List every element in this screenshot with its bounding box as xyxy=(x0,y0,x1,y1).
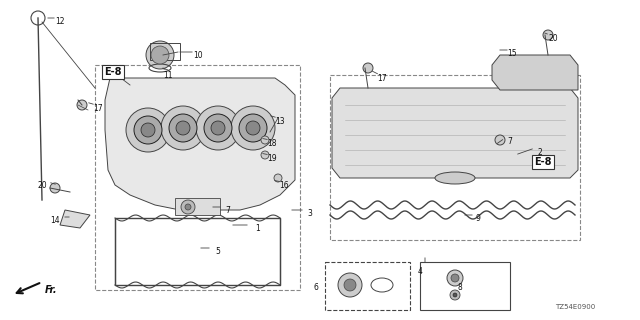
Circle shape xyxy=(338,273,362,297)
Circle shape xyxy=(146,41,174,69)
Circle shape xyxy=(274,174,282,182)
Polygon shape xyxy=(175,198,220,215)
Text: 7: 7 xyxy=(225,205,230,214)
Circle shape xyxy=(169,114,197,142)
Circle shape xyxy=(344,279,356,291)
Polygon shape xyxy=(492,55,578,90)
Text: 3: 3 xyxy=(308,209,312,218)
Text: 7: 7 xyxy=(508,137,513,146)
Circle shape xyxy=(261,136,269,144)
Circle shape xyxy=(185,204,191,210)
Circle shape xyxy=(181,200,195,214)
Text: 12: 12 xyxy=(55,17,65,26)
Text: 14: 14 xyxy=(50,215,60,225)
Circle shape xyxy=(495,135,505,145)
Circle shape xyxy=(453,293,457,297)
Circle shape xyxy=(141,123,155,137)
Circle shape xyxy=(134,116,162,144)
Polygon shape xyxy=(105,78,295,210)
Text: 20: 20 xyxy=(548,34,558,43)
Text: 8: 8 xyxy=(458,284,462,292)
Circle shape xyxy=(126,108,170,152)
Polygon shape xyxy=(60,210,90,228)
Circle shape xyxy=(261,151,269,159)
Ellipse shape xyxy=(435,172,475,184)
Circle shape xyxy=(176,121,190,135)
Text: 10: 10 xyxy=(193,51,203,60)
Circle shape xyxy=(231,106,275,150)
Text: TZ54E0900: TZ54E0900 xyxy=(555,304,595,310)
Text: 9: 9 xyxy=(476,213,481,222)
Circle shape xyxy=(450,290,460,300)
Text: 20: 20 xyxy=(37,180,47,189)
Circle shape xyxy=(151,46,169,64)
Text: 5: 5 xyxy=(216,246,220,255)
Circle shape xyxy=(50,183,60,193)
Circle shape xyxy=(161,106,205,150)
Text: 1: 1 xyxy=(255,223,260,233)
Circle shape xyxy=(543,30,553,40)
Text: 4: 4 xyxy=(417,268,422,276)
Circle shape xyxy=(239,114,267,142)
Text: 17: 17 xyxy=(377,74,387,83)
Text: Fr.: Fr. xyxy=(45,285,58,295)
Circle shape xyxy=(447,270,463,286)
Text: E-8: E-8 xyxy=(104,67,122,77)
Circle shape xyxy=(246,121,260,135)
Text: 6: 6 xyxy=(314,284,319,292)
Circle shape xyxy=(451,274,459,282)
Polygon shape xyxy=(332,88,578,178)
Circle shape xyxy=(363,63,373,73)
Circle shape xyxy=(211,121,225,135)
Text: 17: 17 xyxy=(93,103,103,113)
Text: 13: 13 xyxy=(275,116,285,125)
Text: 16: 16 xyxy=(279,180,289,189)
Text: 11: 11 xyxy=(163,70,173,79)
Text: E-8: E-8 xyxy=(534,157,552,167)
Text: 18: 18 xyxy=(268,139,276,148)
Circle shape xyxy=(196,106,240,150)
Text: 2: 2 xyxy=(538,148,542,156)
Text: 19: 19 xyxy=(267,154,277,163)
Circle shape xyxy=(77,100,87,110)
Circle shape xyxy=(204,114,232,142)
Text: 15: 15 xyxy=(507,49,517,58)
